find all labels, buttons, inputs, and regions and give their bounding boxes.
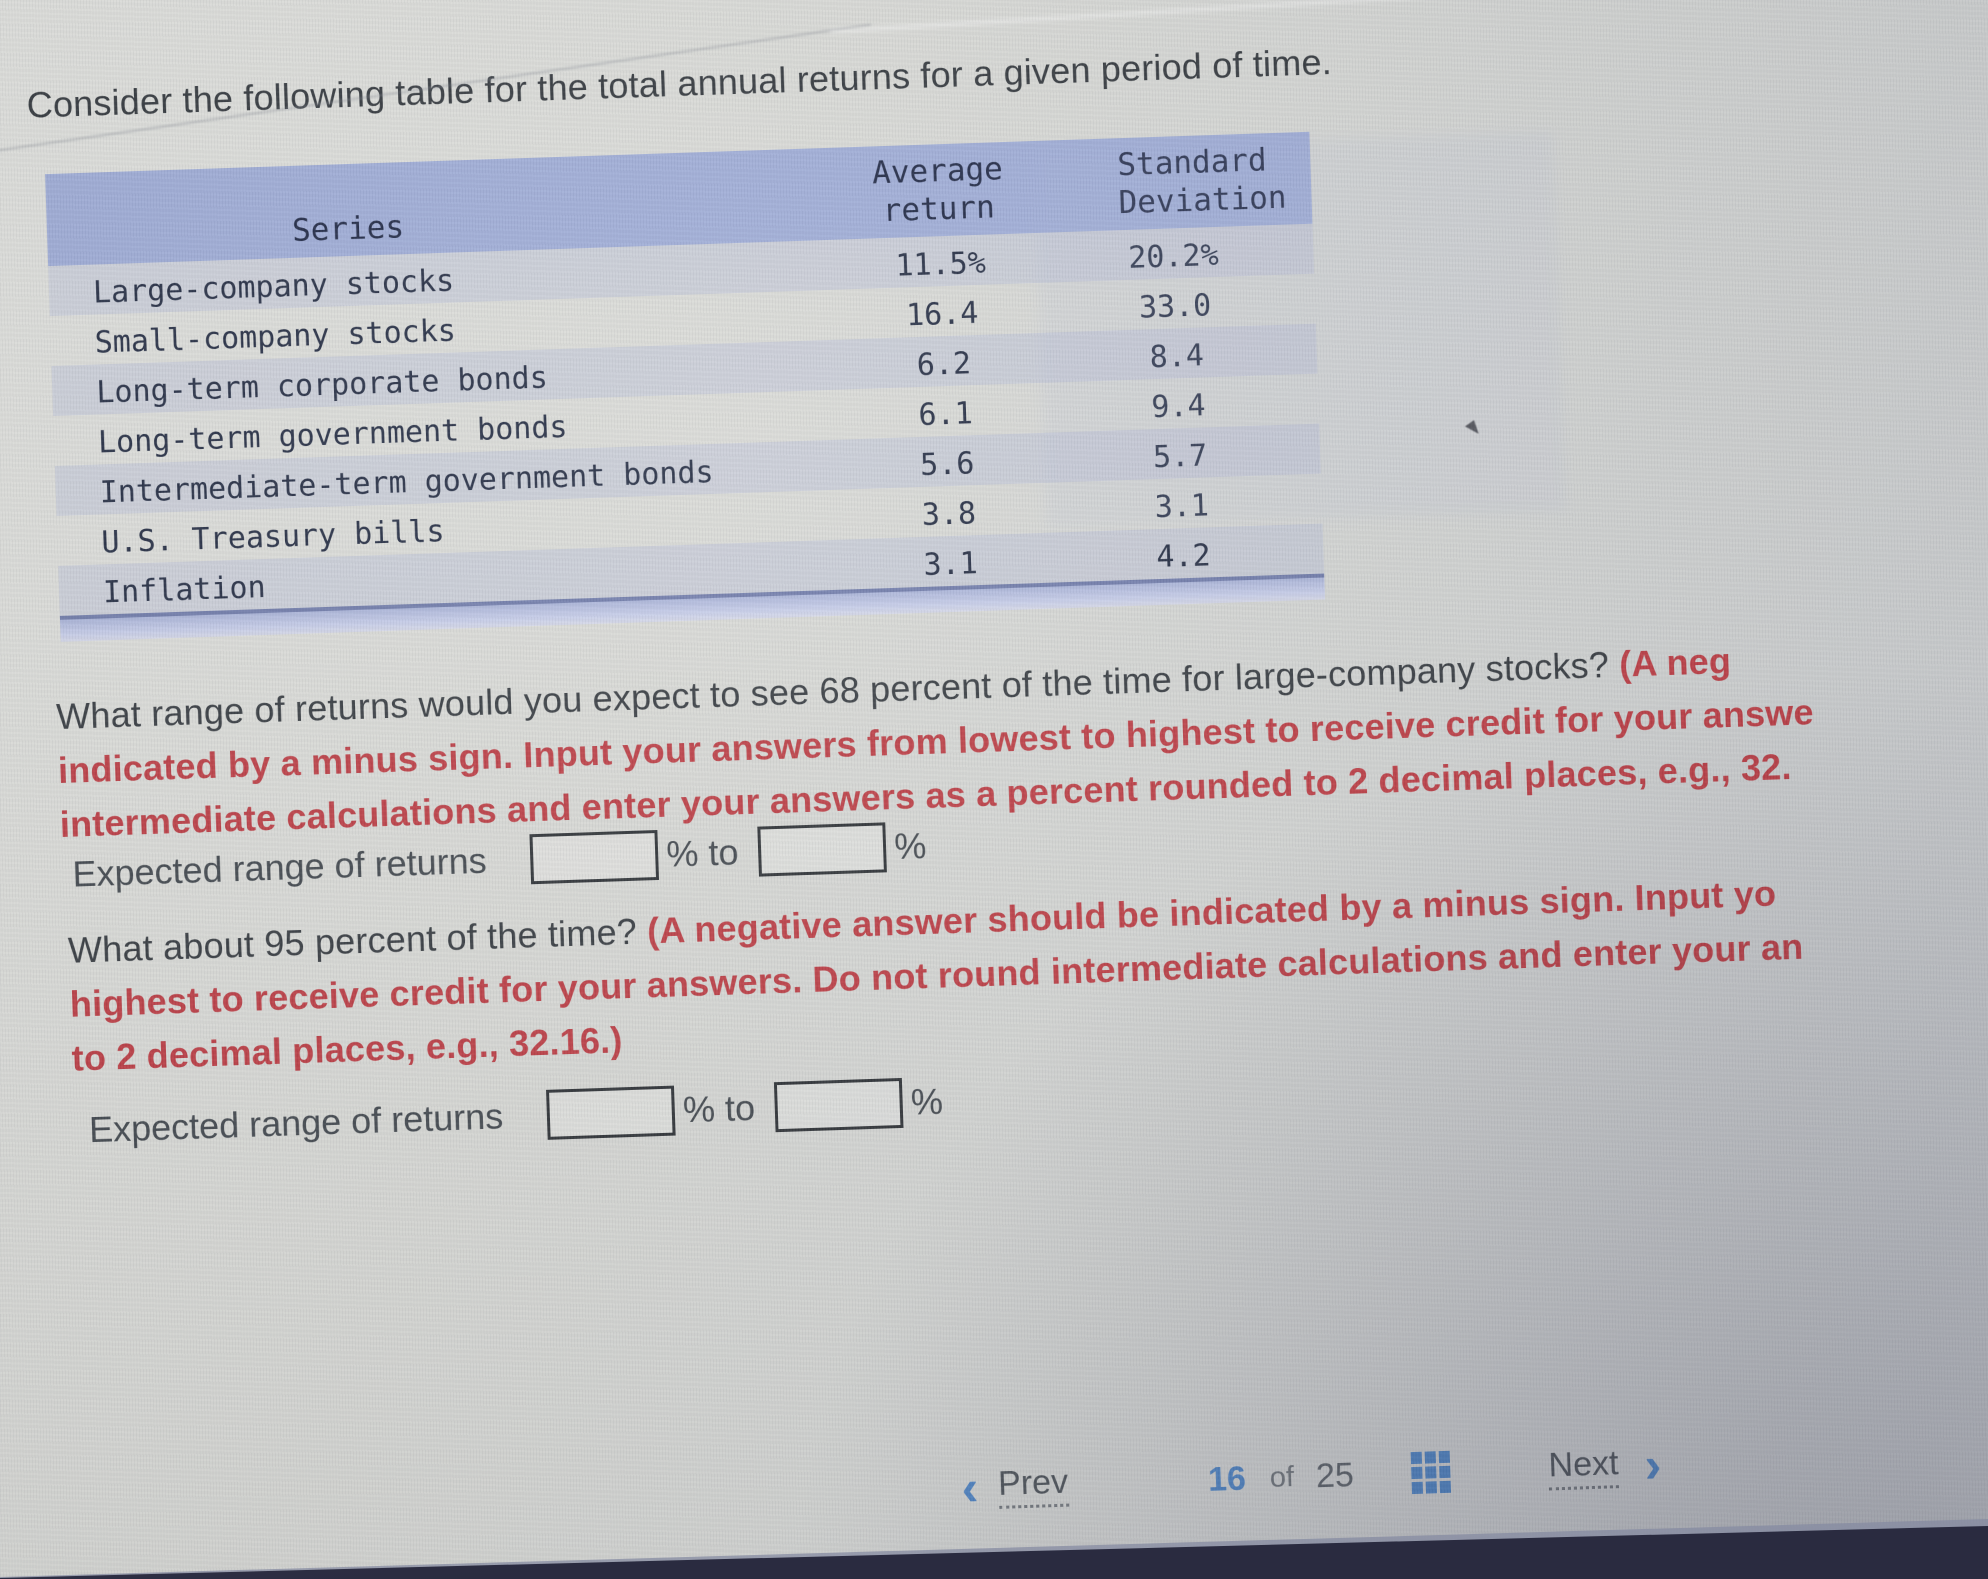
percent-to-label: % to (682, 1086, 756, 1131)
pagination-bar: ‹ Prev 16 of 25 Next › (960, 1436, 1663, 1517)
question-1: What range of returns would you expect t… (55, 631, 1816, 852)
percent-label: % (893, 825, 928, 868)
answer2-input-high[interactable] (774, 1077, 904, 1133)
photo-glare (1033, 131, 1567, 529)
page-of-label: of (1269, 1460, 1295, 1494)
std-cell: 4.2 (1155, 538, 1212, 576)
page-title: Consider the following table for the tot… (26, 40, 1333, 126)
percent-label: % (910, 1080, 944, 1123)
percent-to-label: % to (665, 831, 740, 875)
chevron-left-icon[interactable]: ‹ (960, 1459, 980, 1517)
next-button[interactable]: Next (1547, 1444, 1620, 1491)
prev-button[interactable]: Prev (997, 1462, 1069, 1509)
question-map-grid-icon[interactable] (1411, 1450, 1452, 1495)
question-1-red-note: (A neg (1618, 639, 1732, 685)
total-pages: 25 (1315, 1455, 1355, 1495)
question-2: What about 95 percent of the time? (A ne… (67, 866, 1806, 1086)
chevron-right-icon[interactable]: › (1643, 1436, 1663, 1494)
current-page-number: 16 (1207, 1459, 1247, 1499)
answer1-input-low[interactable] (529, 829, 660, 885)
expected-range-label: Expected range of returns (88, 1095, 504, 1151)
answer1-input-high[interactable] (757, 822, 888, 877)
answer2-input-low[interactable] (546, 1085, 676, 1140)
answer-row-95-percent: Expected range of returns % to % (88, 1076, 950, 1155)
expected-range-label: Expected range of returns (71, 839, 488, 895)
